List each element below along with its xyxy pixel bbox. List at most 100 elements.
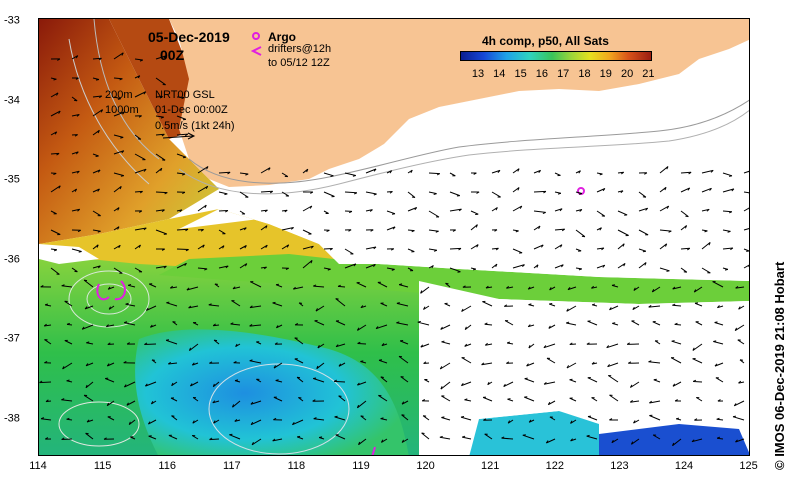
velocity-arrow xyxy=(631,320,640,326)
velocity-arrow xyxy=(491,169,501,174)
velocity-arrow xyxy=(587,320,598,326)
velocity-arrow-head xyxy=(561,228,565,232)
velocity-arrow-head xyxy=(693,289,697,293)
velocity-arrow-head xyxy=(560,244,563,248)
velocity-arrow-head xyxy=(735,285,739,289)
product-time-label: 01-Dec 00:00Z xyxy=(155,104,228,116)
velocity-arrow xyxy=(630,400,640,403)
velocity-arrow xyxy=(208,304,220,307)
velocity-arrow-head xyxy=(626,342,630,345)
velocity-arrow-head xyxy=(484,342,488,346)
velocity-arrow-head xyxy=(401,401,405,405)
credit-text: © IMOS 06-Dec-2019 21:08 Hobart xyxy=(772,261,787,470)
velocity-arrow-head xyxy=(106,402,110,406)
velocity-arrow xyxy=(548,400,556,406)
velocity-arrow-head xyxy=(313,284,317,287)
velocity-arrow-head xyxy=(714,363,718,367)
velocity-arrow xyxy=(197,185,208,193)
velocity-arrow-head xyxy=(566,321,570,324)
velocity-arrow-head xyxy=(189,383,193,387)
velocity-arrow-head xyxy=(579,209,583,212)
velocity-arrow-head xyxy=(664,187,667,191)
velocity-arrow xyxy=(365,263,376,269)
velocity-arrow xyxy=(213,339,220,345)
velocity-arrow xyxy=(335,343,346,348)
velocity-arrow-head xyxy=(313,417,317,420)
velocity-arrow-head xyxy=(53,78,57,81)
velocity-arrow xyxy=(344,172,356,176)
velocity-arrow-head xyxy=(495,207,498,211)
sst-blue-region xyxy=(135,329,409,455)
velocity-arrow-head xyxy=(357,341,361,344)
velocity-arrow-head xyxy=(326,229,330,233)
velocity-arrow-head xyxy=(275,379,279,381)
velocity-arrow-head xyxy=(127,284,132,286)
velocity-arrow-head xyxy=(232,404,235,408)
velocity-arrow xyxy=(71,55,79,60)
velocity-arrow-head xyxy=(166,339,170,341)
velocity-arrow-head xyxy=(528,345,531,349)
velocity-arrow xyxy=(360,415,367,421)
velocity-arrow-head xyxy=(501,436,505,439)
velocity-arrow-head xyxy=(265,225,268,229)
velocity-arrow xyxy=(176,115,187,120)
velocity-arrow xyxy=(71,170,80,174)
velocity-arrow-head xyxy=(620,171,625,175)
velocity-arrow xyxy=(743,191,749,194)
velocity-arrow xyxy=(186,286,199,291)
velocity-arrow-head xyxy=(462,435,466,438)
velocity-arrow xyxy=(107,416,115,421)
velocity-arrow xyxy=(124,381,136,388)
velocity-arrow-head xyxy=(348,229,352,232)
velocity-arrow-head xyxy=(356,404,360,409)
velocity-arrow xyxy=(701,187,712,193)
scale-arrow-head xyxy=(187,132,196,140)
velocity-arrow-head xyxy=(118,245,121,249)
velocity-arrow-head xyxy=(75,55,79,59)
velocity-arrow-head xyxy=(182,156,186,159)
map-title-date: 05-Dec-2019 xyxy=(148,29,230,45)
velocity-arrow-head xyxy=(578,170,581,174)
velocity-arrow-head xyxy=(487,381,490,385)
velocity-arrow-head xyxy=(591,361,595,365)
velocity-arrow xyxy=(548,324,556,329)
velocity-arrow xyxy=(357,324,367,331)
velocity-arrow-head xyxy=(642,196,646,198)
velocity-arrow-head xyxy=(688,171,692,175)
velocity-arrow-head xyxy=(123,360,127,364)
velocity-arrow-head xyxy=(526,363,529,367)
velocity-arrow xyxy=(596,247,604,250)
velocity-arrow xyxy=(176,96,185,98)
velocity-arrow-head xyxy=(730,247,734,251)
velocity-arrow-head xyxy=(713,340,717,342)
velocity-arrow xyxy=(176,248,189,250)
velocity-arrow-head xyxy=(84,279,88,282)
velocity-arrow-head xyxy=(472,268,477,271)
sst-deep-blue xyxy=(599,424,749,455)
velocity-arrow-head xyxy=(411,230,415,233)
map-panel[interactable] xyxy=(38,18,750,456)
velocity-arrow xyxy=(575,191,583,194)
velocity-arrow-head xyxy=(273,417,277,421)
velocity-arrow xyxy=(260,244,268,250)
velocity-arrow-head xyxy=(56,152,60,156)
velocity-arrow-head xyxy=(188,305,192,309)
velocity-arrow-head xyxy=(297,376,301,379)
velocity-arrow-head xyxy=(642,250,646,253)
velocity-arrow xyxy=(250,281,262,288)
velocity-arrow xyxy=(694,286,703,293)
x-tick-label: 122 xyxy=(545,460,564,472)
velocity-arrow-head xyxy=(570,438,573,442)
velocity-arrow-head xyxy=(373,264,376,268)
velocity-arrow-head xyxy=(601,247,605,251)
velocity-arrow-head xyxy=(738,380,742,384)
velocity-arrow-head xyxy=(411,196,416,198)
eddy-contour-2 xyxy=(86,283,132,315)
velocity-arrow-head xyxy=(441,340,445,343)
velocity-arrow-head xyxy=(103,437,107,440)
velocity-arrow-head xyxy=(166,301,170,304)
velocity-arrow-head xyxy=(609,418,613,421)
velocity-arrow-head xyxy=(687,247,691,251)
velocity-arrow xyxy=(464,399,472,402)
sst-front-band-green xyxy=(159,254,749,304)
